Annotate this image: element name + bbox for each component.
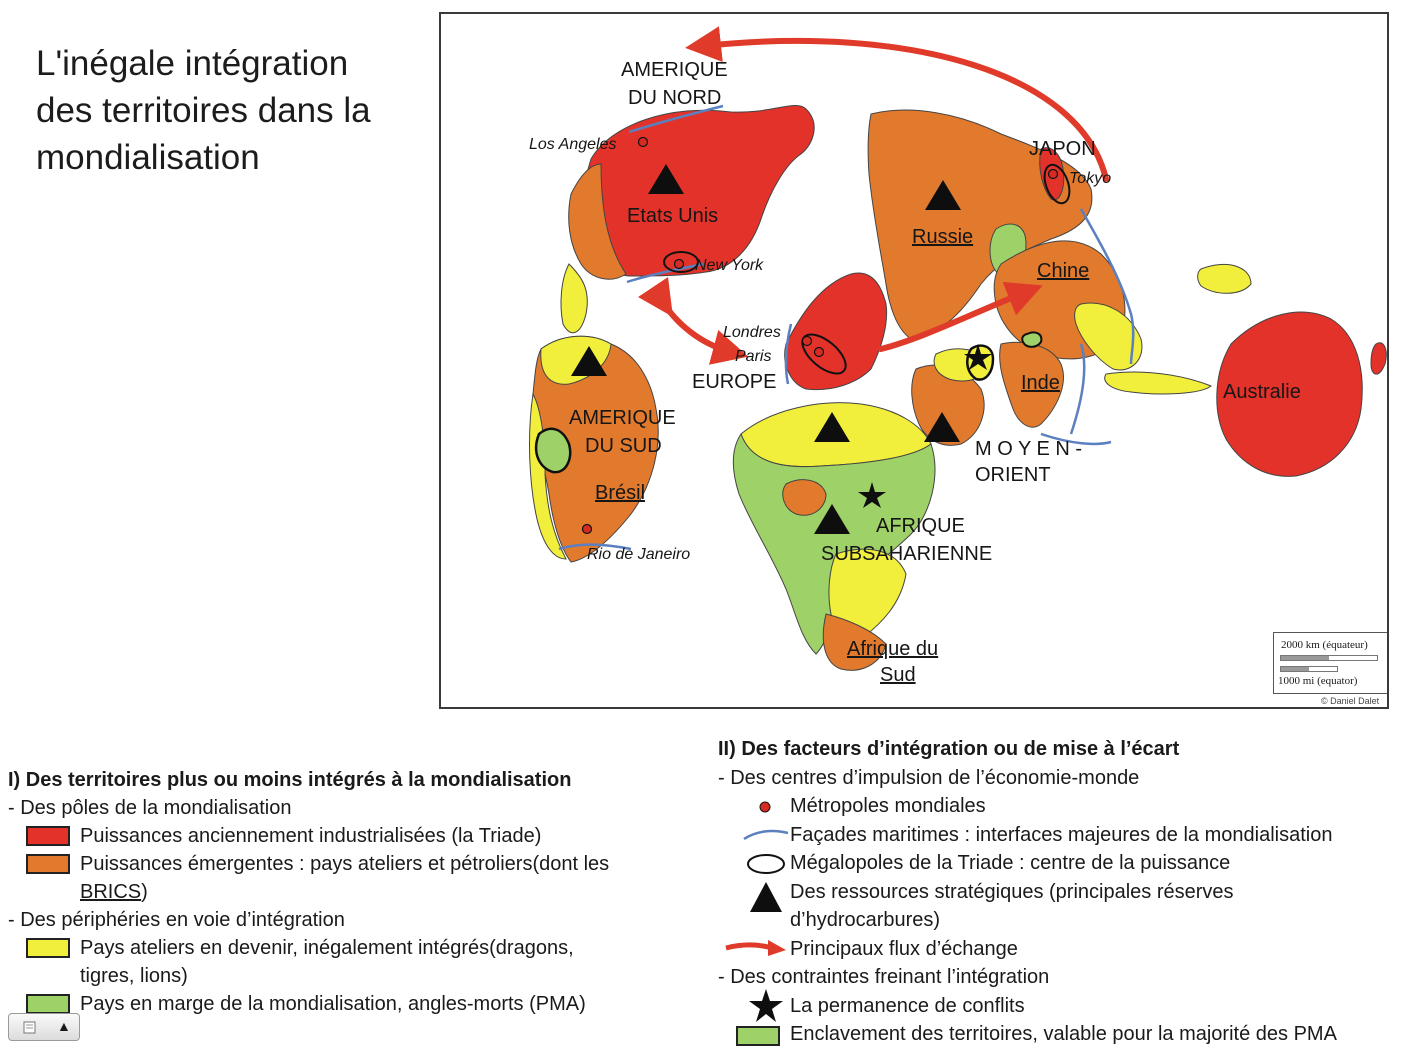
world-map: AMERIQUE DU NORD JAPON Etats Unis Russie… — [439, 12, 1389, 709]
label-bresil: Brésil — [595, 482, 646, 504]
label-amerique-sud-1: AMERIQUE — [569, 407, 676, 429]
legend-item-facades: Façades maritimes : interfaces majeures … — [718, 821, 1408, 850]
label-inde: Inde — [1021, 372, 1060, 394]
label-amerique-sud-2: DU SUD — [585, 435, 662, 457]
scale-box: 2000 km (équateur) 1000 mi (equator) — [1273, 632, 1387, 694]
label-moyen-orient-1: M O Y E N - — [975, 438, 1083, 460]
papua — [1197, 263, 1252, 294]
north-america-west — [568, 163, 627, 280]
label-russie: Russie — [912, 226, 974, 248]
city-los-angeles: Los Angeles — [529, 136, 617, 153]
scale-bar-km — [1280, 655, 1378, 661]
nigeria — [782, 479, 827, 516]
new-zealand — [1370, 342, 1387, 375]
label-europe: EUROPE — [692, 371, 777, 393]
megalopolis-ellipses — [663, 163, 1071, 375]
trade-flows — [638, 26, 1109, 365]
europe-land — [784, 272, 888, 391]
legend-item-megalopoles: Mégalopoles de la Triade : centre de la … — [718, 849, 1408, 878]
slide-control-button[interactable]: ▲ — [8, 1013, 80, 1041]
legend-item-ressources: Des ressources stratégiques (principales… — [718, 878, 1408, 912]
legend-right-heading: II) Des facteurs d’intégration ou de mis… — [718, 738, 1180, 760]
page-title: L'inégale intégration des territoires da… — [36, 44, 371, 177]
city-paris: Paris — [735, 348, 772, 365]
swatch-enclave — [736, 1026, 780, 1046]
label-amerique-nord-1: AMERIQUE — [621, 59, 728, 81]
label-japon: JAPON — [1029, 138, 1096, 160]
label-afrique-sub-2: SUBSAHARIENNE — [821, 543, 993, 565]
australia-land — [1216, 311, 1363, 477]
map-credit: © Daniel Dalet — [1321, 696, 1380, 706]
legend-right-group1: - Des centres d’impulsion de l’économie-… — [718, 766, 1140, 789]
legend-right: II) Des facteurs d’intégration ou de mis… — [718, 735, 1408, 1049]
city-tokyo: Tokyo — [1069, 170, 1112, 187]
india-land — [999, 341, 1064, 428]
flow-arrow-symbol — [725, 939, 786, 956]
nepal-enclave — [1021, 331, 1043, 348]
bolivia-enclave — [534, 427, 572, 474]
facade-symbol — [743, 829, 789, 840]
brics-link: BRICS — [80, 881, 142, 903]
label-australie: Australie — [1223, 381, 1301, 403]
legend-item-emergent: Puissances émergentes : pays ateliers et… — [8, 850, 698, 878]
label-moyen-orient-2: ORIENT — [975, 464, 1051, 486]
city-rio: Rio de Janeiro — [587, 546, 691, 563]
triangle-up-icon: ▲ — [57, 1018, 71, 1034]
label-etats-unis: Etats Unis — [627, 205, 719, 227]
megalopolis-symbol — [747, 854, 785, 874]
legend-left-group1: - Des pôles de la mondialisation — [8, 797, 292, 819]
city-londres: Londres — [723, 324, 781, 341]
label-chine: Chine — [1037, 260, 1090, 282]
legend-item-peripherie: Pays ateliers en devenir, inégalement in… — [8, 934, 698, 962]
conflict-stars — [858, 344, 992, 508]
metropoles — [581, 136, 1059, 535]
label-afrique-sub-1: AFRIQUE — [876, 515, 965, 537]
swatch-green — [26, 994, 70, 1014]
scale-bar-mi — [1280, 666, 1338, 672]
russia-land — [867, 109, 1093, 340]
legend-item-flux: Principaux flux d’échange — [718, 935, 1408, 964]
legend-left-heading: I) Des territoires plus ou moins intégré… — [8, 769, 572, 791]
label-amerique-nord-2: DU NORD — [628, 87, 722, 109]
legend-left: I) Des territoires plus ou moins intégré… — [8, 766, 698, 1018]
document-icon — [23, 1021, 36, 1034]
swatch-red — [26, 826, 70, 846]
city-new-york: New York — [695, 257, 764, 274]
legend-left-group2: - Des périphéries en voie d’intégration — [8, 909, 345, 931]
south-africa-land — [822, 613, 887, 671]
legend-item-enclavement: Enclavement des territoires, valable pou… — [718, 1020, 1408, 1049]
map-drawing — [529, 26, 1387, 671]
legend-item-pma: Pays en marge de la mondialisation, angl… — [8, 990, 698, 1018]
north-america-land — [582, 105, 815, 277]
legend-right-group2: - Des contraintes freinant l’intégration — [718, 966, 1050, 988]
star-symbol — [749, 988, 783, 1022]
metropole-symbol — [759, 801, 771, 813]
label-afrique-sud-2: Sud — [880, 664, 916, 686]
resource-triangles — [571, 164, 961, 534]
legend-item-conflits: La permanence de conflits — [718, 988, 1408, 1022]
swatch-orange — [26, 854, 70, 874]
indonesia — [1104, 371, 1212, 395]
central-america — [560, 263, 588, 334]
label-afrique-sud-1: Afrique du — [847, 638, 939, 660]
swatch-yellow — [26, 938, 70, 958]
southeast-asia — [1074, 302, 1143, 371]
maritime-facades — [558, 104, 1135, 551]
legend-item-metropoles: Métropoles mondiales — [718, 792, 1408, 821]
legend-item-triade: Puissances anciennement industrialisées … — [8, 822, 698, 850]
triangle-symbol — [750, 881, 782, 912]
